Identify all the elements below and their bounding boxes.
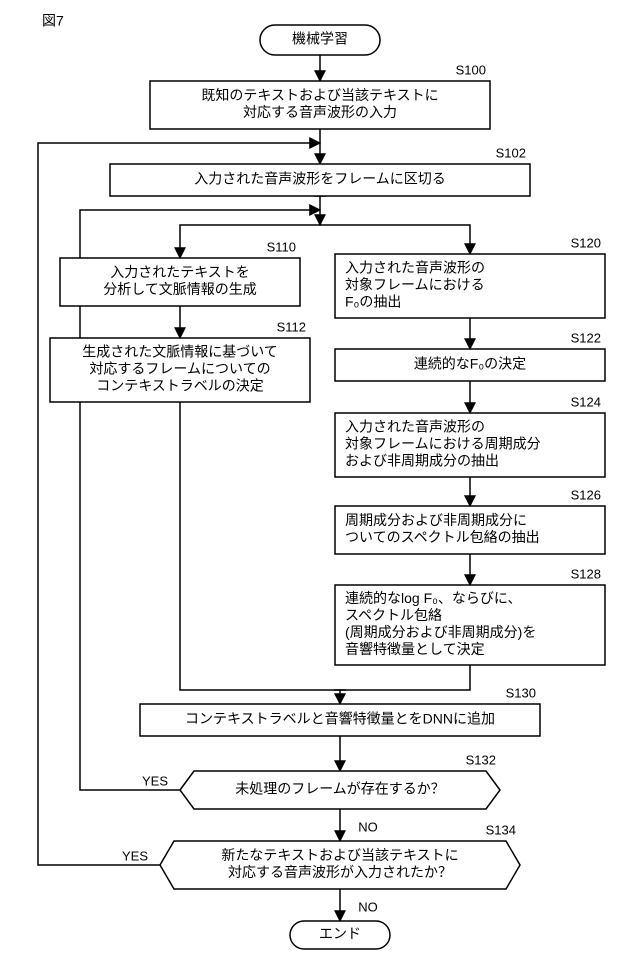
node-text: 入力された音声波形の xyxy=(345,260,485,276)
node-text: 周期成分および非周期成分に xyxy=(345,512,527,528)
node-text: 入力されたテキストを xyxy=(110,264,250,280)
step-label: S128 xyxy=(571,566,601,581)
node-text: (周期成分および非周期成分)を xyxy=(345,624,536,640)
figure-label: 図7 xyxy=(42,13,64,29)
step-label: S132 xyxy=(466,752,496,767)
node-text: および非周期成分の抽出 xyxy=(345,453,499,469)
node-text: 対応するフレームについての xyxy=(89,361,270,377)
step-label: S102 xyxy=(496,145,526,160)
edge xyxy=(340,665,470,690)
flowchart: 図7NONOYESYES機械学習既知のテキストおよび当該テキストに対応する音声波… xyxy=(0,0,640,965)
step-label: S130 xyxy=(506,685,536,700)
step-label: S126 xyxy=(571,487,601,502)
node-text: 入力された音声波形をフレームに区切る xyxy=(194,171,446,187)
node-text: スペクトル包絡 xyxy=(345,607,442,623)
node-text: 生成された文脈情報に基づいて xyxy=(82,344,278,360)
edge-label: YES xyxy=(122,848,148,863)
step-label: S100 xyxy=(456,62,486,77)
node-text: 対応する音声波形の入力 xyxy=(243,104,397,120)
edge-label: YES xyxy=(142,773,168,788)
node-text: 既知のテキストおよび当該テキストに xyxy=(201,87,438,103)
step-label: S110 xyxy=(267,239,296,254)
node-text: 対応する音声波形が入力されたか？ xyxy=(228,864,452,880)
node-text: 入力された音声波形の xyxy=(345,419,485,435)
node-text: F₀の抽出 xyxy=(345,294,401,310)
edge xyxy=(180,402,340,690)
edge-label: NO xyxy=(358,819,378,834)
node-text: 連続的なF₀の決定 xyxy=(414,356,526,372)
node-text: 音響特徴量として決定 xyxy=(345,641,485,657)
step-label: S120 xyxy=(571,235,601,250)
edge xyxy=(320,225,470,254)
node-text: 分析して文脈情報の生成 xyxy=(103,281,257,297)
node-text: 連続的なlog F₀、ならびに、 xyxy=(345,590,522,606)
edge xyxy=(180,225,320,258)
node-text: 未処理のフレームが存在するか？ xyxy=(235,781,445,797)
node-text: コンテキストラベルの決定 xyxy=(96,378,264,394)
node-text: コンテキストラベルと音響特徴量とをDNNに追加 xyxy=(185,711,495,727)
node-text: 対象フレームにおける周期成分 xyxy=(345,436,541,452)
node-text: 対象フレームにおける xyxy=(345,277,485,293)
edge-label: NO xyxy=(358,899,378,914)
node-text: 新たなテキストおよび当該テキストに xyxy=(221,847,458,863)
step-label: S122 xyxy=(571,330,601,345)
svg-text:機械学習: 機械学習 xyxy=(292,31,348,47)
step-label: S112 xyxy=(277,319,306,334)
node-text: ついてのスペクトル包絡の抽出 xyxy=(345,529,540,545)
svg-text:エンド: エンド xyxy=(319,926,361,942)
step-label: S124 xyxy=(571,394,601,409)
step-label: S134 xyxy=(486,822,516,837)
